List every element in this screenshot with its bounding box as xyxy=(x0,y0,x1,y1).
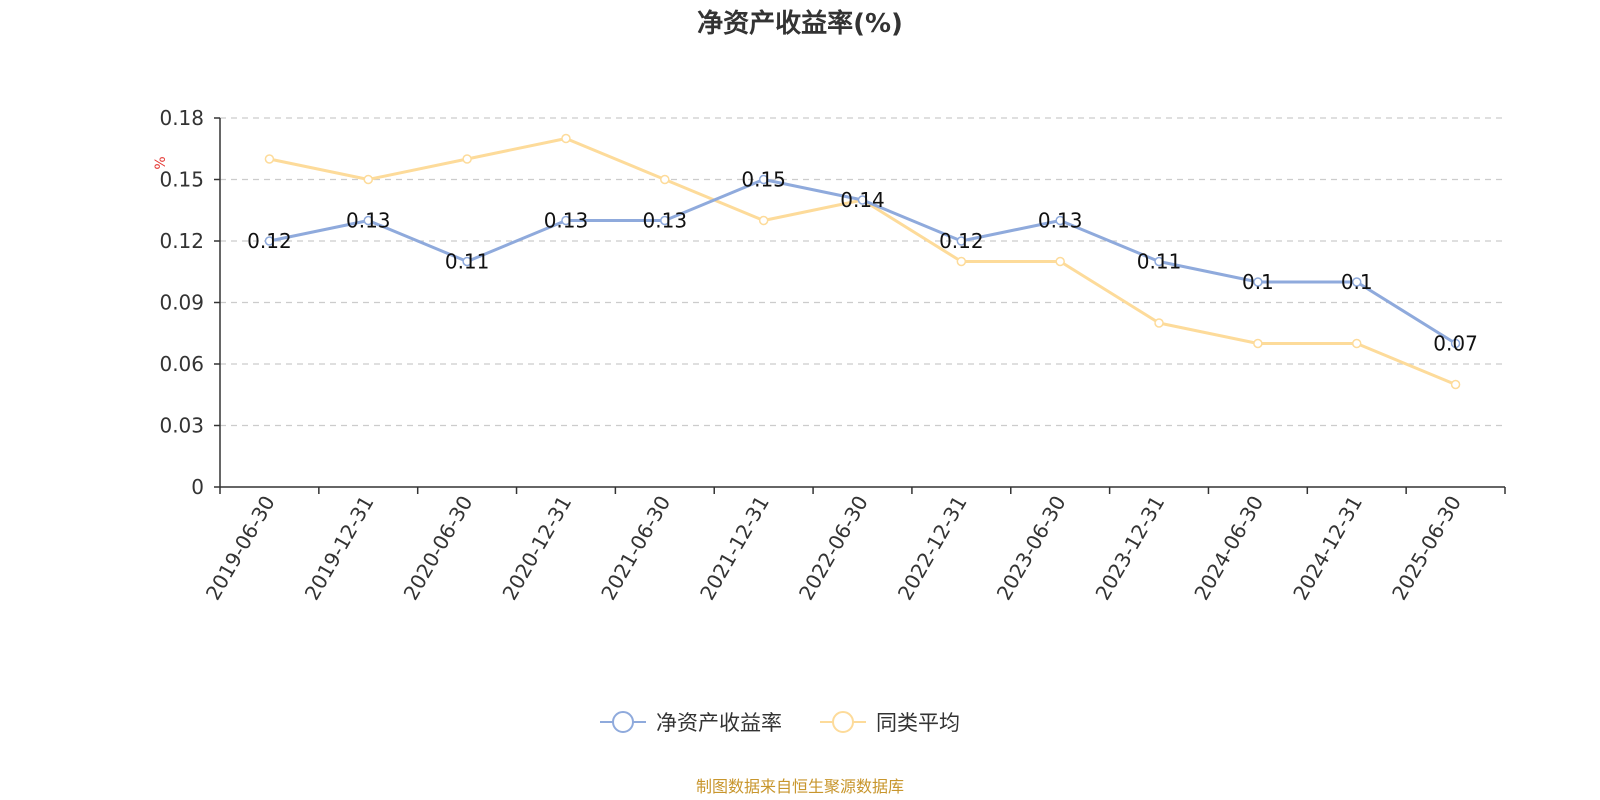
y-axis-unit: % xyxy=(153,156,169,169)
data-point xyxy=(660,174,670,185)
y-tick-label: 0.06 xyxy=(159,352,204,376)
data-point xyxy=(1055,256,1065,267)
data-label: 0.11 xyxy=(445,250,490,274)
x-tick-label: 2020-12-31 xyxy=(497,492,576,605)
data-label: 0.13 xyxy=(643,209,688,233)
legend-marker xyxy=(832,711,854,733)
data-labels: 0.12 0.13 0.11 0.13 0.13 0.15 0.14 0.12 0.13 0.11… xyxy=(247,168,1478,356)
data-point xyxy=(1450,338,1461,349)
data-point xyxy=(462,154,472,164)
x-tick-label: 2024-12-31 xyxy=(1288,492,1367,605)
x-tick-label: 2022-12-31 xyxy=(893,492,972,605)
data-label: 0.1 xyxy=(1341,270,1373,294)
x-tick-label: 2021-06-30 xyxy=(596,492,675,605)
data-point xyxy=(561,215,571,226)
x-tick-label: 2024-06-30 xyxy=(1189,492,1268,605)
y-tick-label: 0.18 xyxy=(159,106,204,130)
x-tick-label: 2021-12-31 xyxy=(695,492,774,605)
data-point xyxy=(1351,338,1362,349)
data-point xyxy=(561,133,571,144)
series-lines xyxy=(264,133,1461,390)
y-tick-label: 0.03 xyxy=(159,414,204,438)
data-point xyxy=(758,174,769,185)
data-label: 0.15 xyxy=(741,168,786,192)
data-label: 0.13 xyxy=(1038,209,1083,233)
data-point xyxy=(857,195,868,205)
data-label: 0.14 xyxy=(840,188,885,212)
data-label: 0.12 xyxy=(247,229,292,253)
data-point xyxy=(956,236,967,246)
data-point xyxy=(758,215,769,226)
data-point xyxy=(1253,277,1263,287)
y-tick-label: 0.12 xyxy=(159,229,204,253)
data-point xyxy=(956,256,967,267)
data-point xyxy=(1450,379,1461,390)
y-tick-label: 0.09 xyxy=(159,291,204,315)
x-tick-label: 2019-12-31 xyxy=(300,492,379,605)
data-label: 0.13 xyxy=(544,209,589,233)
x-tick-label: 2023-06-30 xyxy=(992,492,1071,605)
x-tick-label: 2019-06-30 xyxy=(201,492,280,605)
data-point xyxy=(264,154,275,164)
legend-label: 同类平均 xyxy=(876,711,960,735)
data-label: 0.07 xyxy=(1433,332,1478,356)
data-point xyxy=(363,215,374,226)
data-point xyxy=(363,174,374,185)
data-point xyxy=(1351,277,1362,287)
data-label: 0.12 xyxy=(939,229,984,253)
x-tick-label: 2023-12-31 xyxy=(1090,492,1169,605)
y-tick-label: 0.15 xyxy=(159,168,204,192)
axes: 0 0.03 0.06 0.09 0.12 0.15 0.18 2019-06-30 2019-… xyxy=(159,106,1506,605)
data-label: 0.11 xyxy=(1137,250,1182,274)
data-point xyxy=(1154,318,1164,328)
data-point xyxy=(462,256,472,267)
legend-marker xyxy=(612,711,634,733)
gridlines xyxy=(220,117,1505,427)
data-point xyxy=(660,215,670,226)
legend-label: 净资产收益率 xyxy=(656,711,782,735)
y-tick-label: 0 xyxy=(191,475,204,499)
legend[interactable]: 净资产收益率 同类平均 xyxy=(600,711,960,735)
data-label: 0.13 xyxy=(346,209,391,233)
data-label: 0.1 xyxy=(1242,270,1274,294)
data-point xyxy=(1055,215,1065,226)
x-tick-label: 2022-06-30 xyxy=(794,492,873,605)
x-tick-label: 2025-06-30 xyxy=(1387,492,1466,605)
data-point xyxy=(264,236,275,246)
chart-title: 净资产收益率(%) xyxy=(697,8,903,39)
data-point xyxy=(1154,256,1164,267)
data-source-note: 制图数据来自恒生聚源数据库 xyxy=(696,777,904,796)
data-point xyxy=(1253,338,1263,349)
x-tick-label: 2020-06-30 xyxy=(399,491,478,604)
